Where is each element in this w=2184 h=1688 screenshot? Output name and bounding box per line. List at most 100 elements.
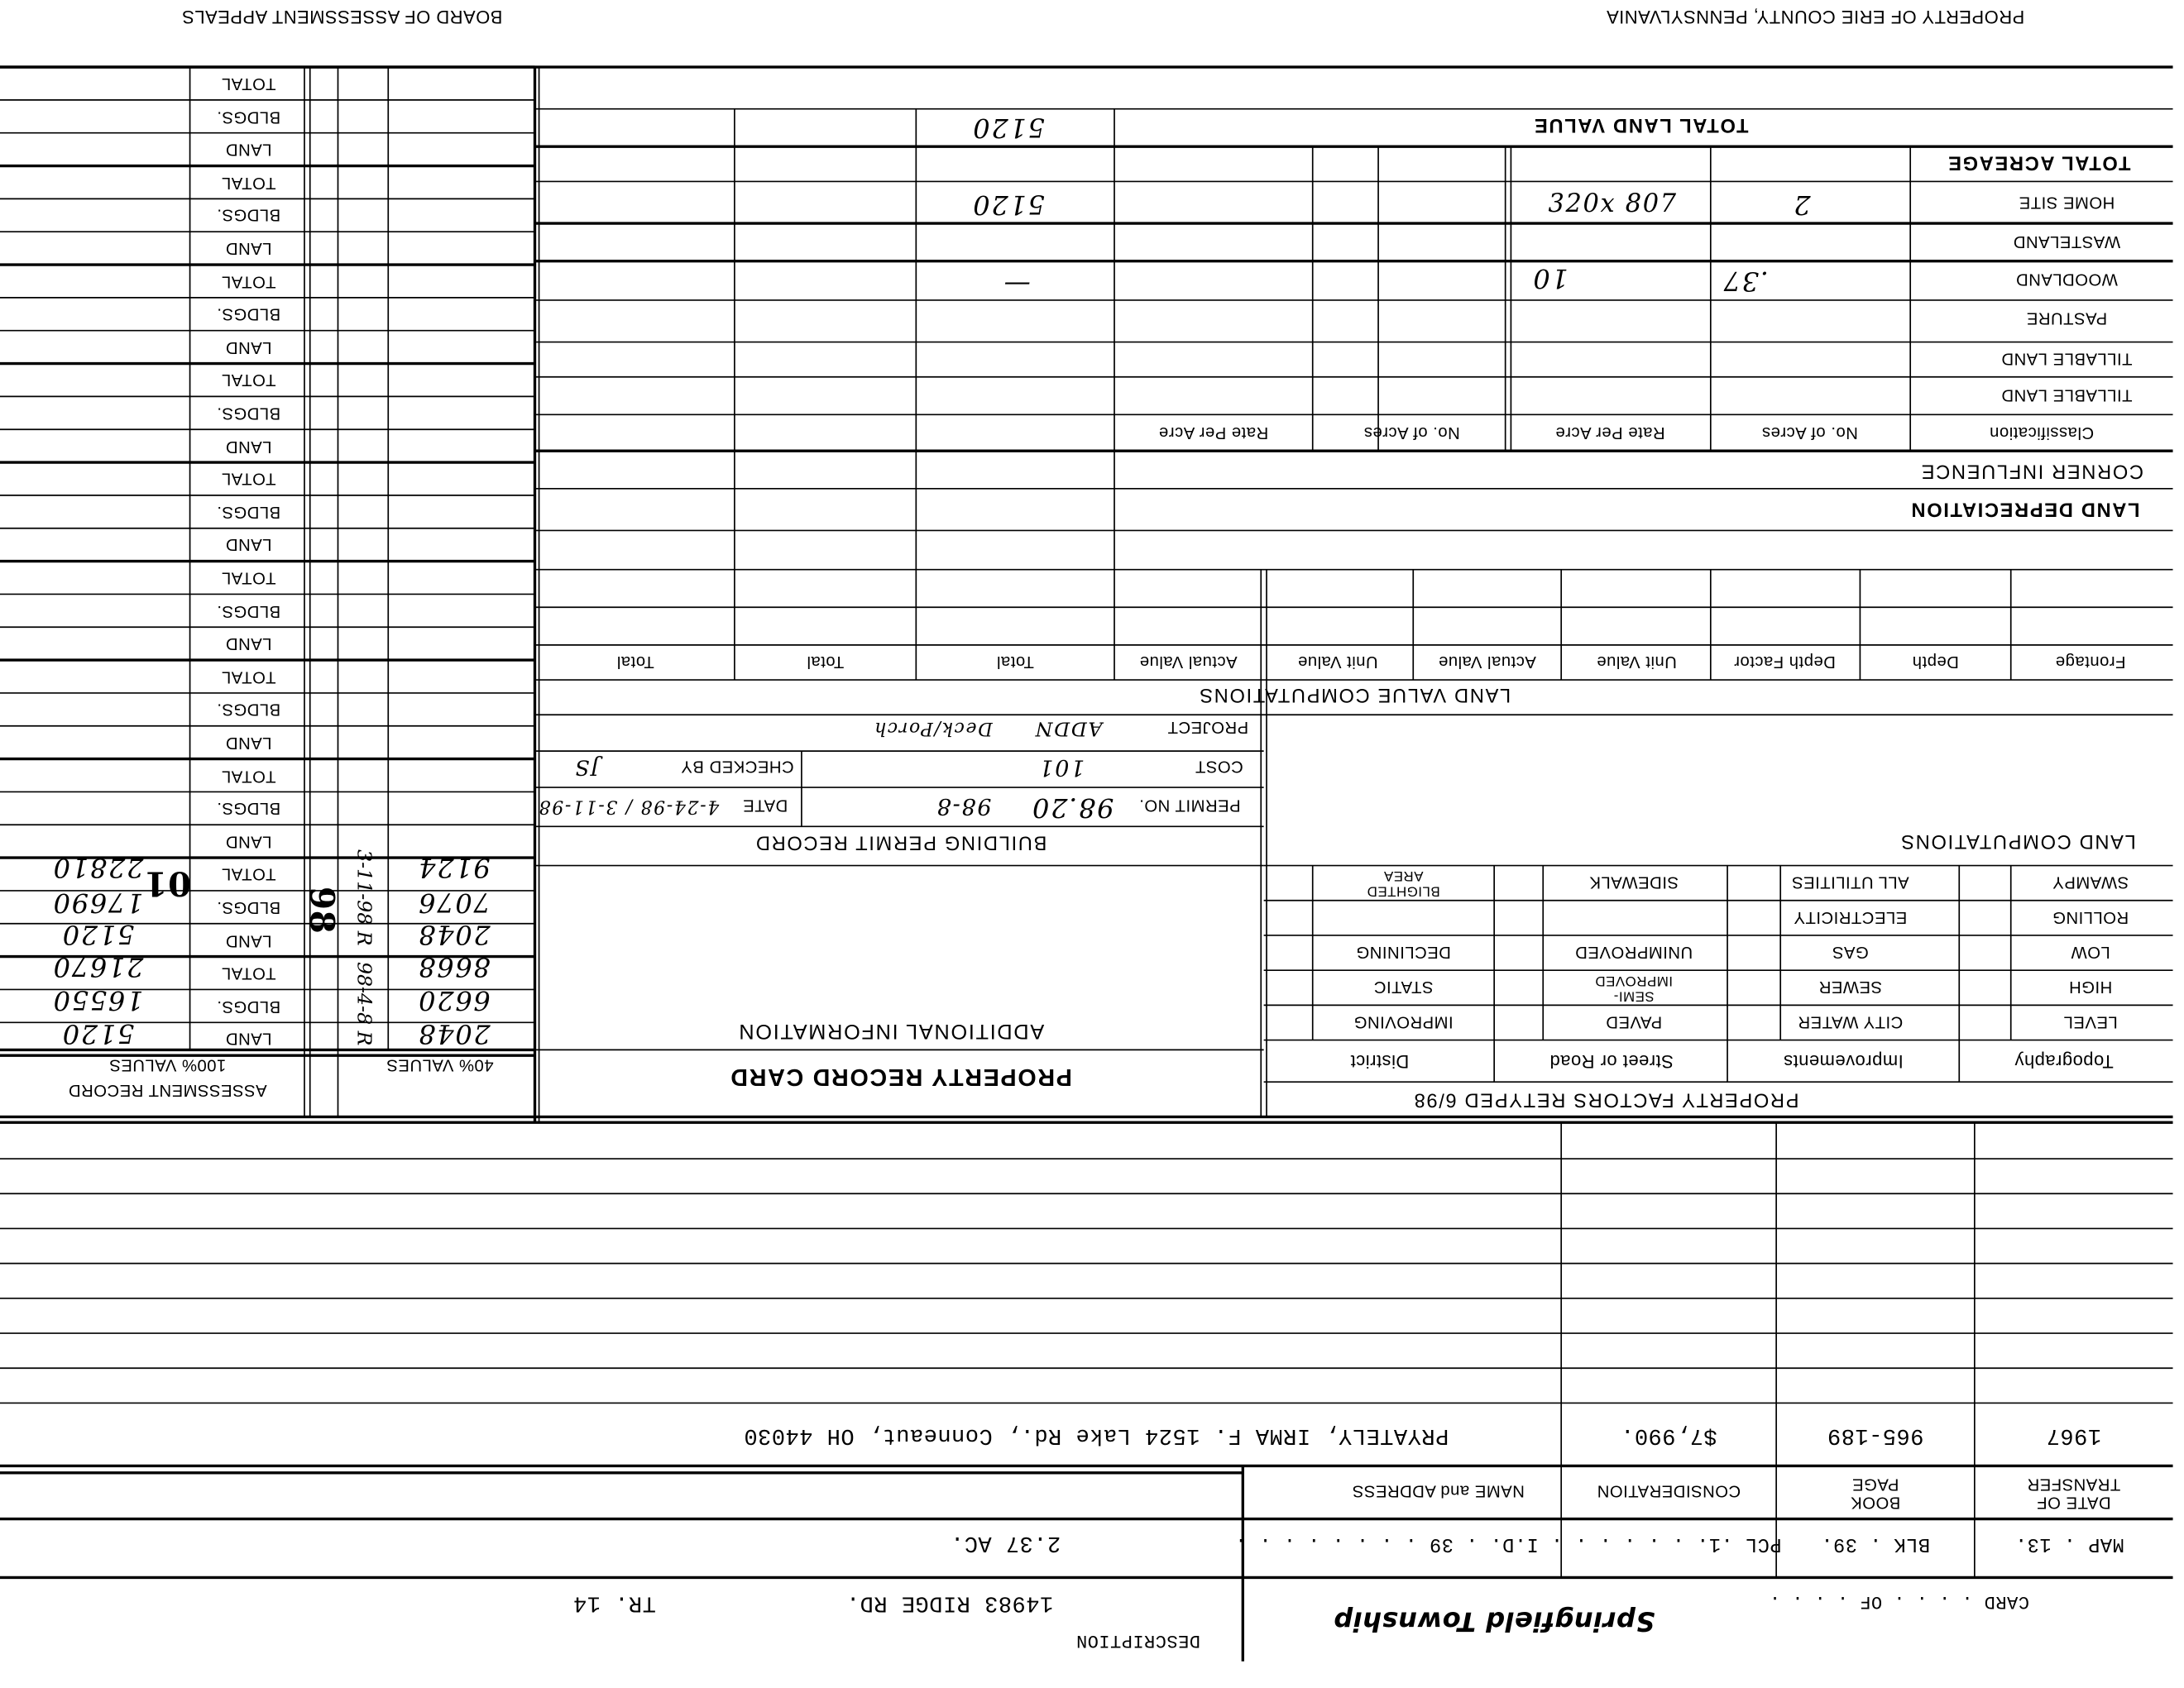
property-address: 14983 RIDGE RD. [845, 1590, 1054, 1616]
classification-column-header: Rate Per Acre [1158, 423, 1269, 443]
header-book-page: BOOK PAGE [1850, 1475, 1901, 1513]
permit-no-label: PERMIT NO. [1138, 796, 1241, 816]
assessment-row-label: BLDGS. [216, 700, 281, 720]
permit-date: 4-24-98 / 3-11-98 [537, 795, 720, 817]
assessment-row-label: BLDGS. [216, 897, 281, 918]
assessment-row-label: LAND [225, 239, 272, 259]
county-header: PROPERTY OF ERIE COUNTY, PENNSYLVANIA [1606, 7, 2025, 28]
project-label: PROJECT [1167, 718, 1249, 738]
rec1-bldgs-40: 6620 [417, 983, 491, 1016]
assessment-row-label: LAND [225, 930, 272, 951]
assessment-row-label: TOTAL [221, 271, 276, 292]
transfer-name-address: PRYATELY, IRMA F. 1524 Lake Rd., Conneau… [743, 1423, 1449, 1449]
property-factors-title: PROPERTY FACTORS RETYPED 6/98 [1412, 1089, 1799, 1112]
classification-column-header: Classification [1989, 423, 2095, 443]
land-value-column-header: Total [806, 652, 845, 672]
assessment-record-title: ASSESSMENT RECORD [68, 1081, 267, 1101]
land-value-column-header: Actual Value [1139, 652, 1238, 672]
col-40-values: 40% VALUES [386, 1055, 494, 1076]
rec2-note: 3-11-98 R [352, 849, 375, 946]
land-class-label: TILLABLE LAND [2000, 349, 2133, 370]
assessment-row-label: TOTAL [221, 469, 276, 490]
land-computations-title: LAND COMPUTATIONS [1899, 830, 2136, 854]
land-value-title: LAND VALUE COMPUTATIONS [1198, 684, 1511, 707]
property-factor-option: ELECTRICITY [1793, 907, 1908, 928]
property-factor-option: SWAMPY [2052, 873, 2129, 893]
assessment-row-label: TOTAL [221, 667, 276, 687]
rec2-land: 5120 [60, 918, 135, 949]
assessment-row-label: LAND [225, 1030, 272, 1050]
rec2-total-40: 9124 [417, 851, 491, 882]
assessment-row-label: TOTAL [221, 964, 276, 984]
property-factor-option: SIDEWALK [1588, 873, 1679, 893]
assessment-row-label: BLDGS. [216, 997, 281, 1017]
header-date-of-transfer: DATE OF TRANSFER [2027, 1475, 2121, 1513]
rec1-land: 5120 [60, 1017, 135, 1049]
additional-info-label: ADDITIONAL INFORMATION [737, 1019, 1045, 1043]
property-factor-option: GAS [1832, 942, 1869, 963]
land-class-label: HOME SITE [2019, 193, 2115, 213]
transfer-consideration: $7,990. [1620, 1423, 1717, 1449]
assessment-row-label: LAND [225, 634, 272, 654]
checked-by: JS [573, 754, 600, 781]
assessment-row-label: LAND [225, 140, 272, 160]
block-number: BLK . 39. [1820, 1532, 1931, 1555]
property-factor-option: ALL UTILITIES [1791, 873, 1909, 893]
property-factor-option: ROLLING [2052, 907, 2129, 928]
land-class-label: TILLABLE LAND [2000, 385, 2133, 406]
header-name-address: NAME and ADDRESS [1352, 1481, 1525, 1502]
land-value-column-header: Frontage [2055, 652, 2126, 672]
rec1-note: 98-4-8 R [352, 961, 375, 1046]
total-land-value: 5120 [971, 111, 1045, 143]
header-consideration: CONSIDERATION [1597, 1481, 1741, 1502]
rec2-land-40: 2048 [417, 918, 491, 949]
township-name: Springfield Township [1333, 1605, 1655, 1637]
property-factor-option: DECLINING [1356, 942, 1451, 963]
property-factor-header: Improvements [1783, 1050, 1904, 1073]
land-value-column-header: Total [616, 652, 654, 672]
rec1-bldgs: 16550 [51, 983, 144, 1016]
permit-no-2: 98-8 [935, 793, 992, 820]
assessment-row-label: BLDGS. [216, 304, 281, 325]
assessment-row-label: LAND [225, 535, 272, 556]
property-factor-header: District [1350, 1050, 1410, 1073]
property-factor-option: LEVEL [2063, 1012, 2118, 1032]
assessment-row-label: LAND [225, 437, 272, 457]
assessment-row-label: BLDGS. [216, 404, 281, 423]
woodland-rate: 10 [1531, 262, 1569, 294]
permit-no: 98.20 [1031, 791, 1114, 823]
rec1-total: 21670 [51, 950, 144, 982]
rec2-bldgs: 17690 [51, 886, 144, 917]
col-100-values: 100% VALUES [108, 1055, 227, 1076]
assessment-row-label: TOTAL [221, 173, 276, 194]
map-number: MAP . 13. [2014, 1532, 2124, 1555]
property-factor-option: SEWER [1818, 978, 1883, 997]
property-factor-option: PAVED [1605, 1012, 1663, 1032]
assessment-row-label: LAND [225, 337, 272, 358]
project-value: ADDN [1034, 716, 1103, 739]
checked-by-label: CHECKED BY [680, 757, 794, 777]
card-of: CARD . . . . OF . . . . [1769, 1591, 2029, 1613]
cost-label: COST [1195, 757, 1243, 777]
land-value-column-header: Total [996, 652, 1034, 672]
classification-column-header: No. of Acres [1363, 423, 1460, 443]
assessment-row-label: BLDGS. [216, 107, 281, 127]
property-factor-header: Street or Road [1549, 1050, 1674, 1073]
property-factor-option: STATIC [1373, 978, 1434, 997]
property-factor-option: LOW [2071, 942, 2110, 963]
land-value-column-header: Depth Factor [1733, 652, 1836, 672]
project-value-2: Deck/Porch [873, 717, 993, 739]
assessment-row-label: BLDGS. [216, 799, 281, 819]
assessment-row-label: LAND [225, 832, 272, 852]
rec2-bldgs-40: 7076 [417, 886, 491, 917]
transfer-date: 1967 [2046, 1423, 2102, 1449]
card-title: PROPERTY RECORD CARD [729, 1064, 1072, 1091]
land-depreciation-label: LAND DEPRECIATION [1909, 499, 2140, 522]
assessment-row-label: LAND [225, 733, 272, 753]
land-class-label: WOODLAND [2015, 270, 2118, 289]
assessment-row-label: TOTAL [221, 568, 276, 589]
property-factor-option: UNIMPROVED [1574, 942, 1693, 963]
year-stamp: 01 [143, 863, 192, 905]
acreage: 2.37 AC. [950, 1530, 1061, 1556]
